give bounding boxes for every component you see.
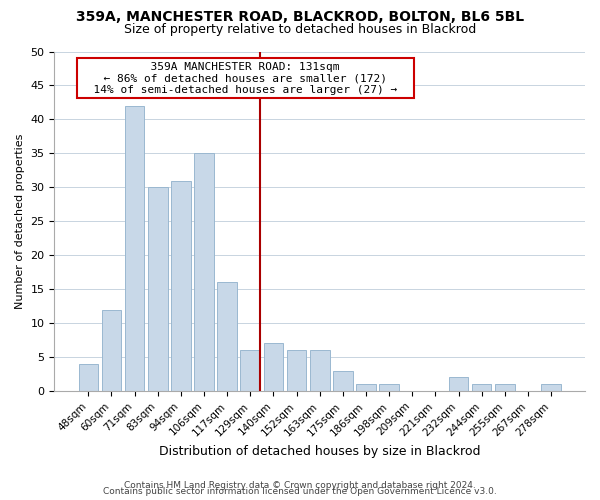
Bar: [495, 384, 515, 391]
Y-axis label: Number of detached properties: Number of detached properties: [15, 134, 25, 309]
Bar: [333, 370, 353, 391]
Text: 359A, MANCHESTER ROAD, BLACKROD, BOLTON, BL6 5BL: 359A, MANCHESTER ROAD, BLACKROD, BOLTON,…: [76, 10, 524, 24]
Text: Size of property relative to detached houses in Blackrod: Size of property relative to detached ho…: [124, 22, 476, 36]
Bar: [356, 384, 376, 391]
Bar: [472, 384, 491, 391]
Bar: [310, 350, 329, 391]
Bar: [125, 106, 145, 391]
Bar: [263, 344, 283, 391]
Bar: [79, 364, 98, 391]
Bar: [541, 384, 561, 391]
Bar: [287, 350, 307, 391]
Bar: [379, 384, 399, 391]
Bar: [241, 350, 260, 391]
Bar: [101, 310, 121, 391]
X-axis label: Distribution of detached houses by size in Blackrod: Distribution of detached houses by size …: [159, 444, 481, 458]
Bar: [217, 282, 237, 391]
Bar: [449, 378, 469, 391]
Text: Contains HM Land Registry data © Crown copyright and database right 2024.: Contains HM Land Registry data © Crown c…: [124, 481, 476, 490]
Bar: [148, 188, 167, 391]
Bar: [194, 154, 214, 391]
Text: 359A MANCHESTER ROAD: 131sqm  
  ← 86% of detached houses are smaller (172)  
  : 359A MANCHESTER ROAD: 131sqm ← 86% of de…: [80, 62, 411, 95]
Bar: [171, 180, 191, 391]
Text: Contains public sector information licensed under the Open Government Licence v3: Contains public sector information licen…: [103, 488, 497, 496]
